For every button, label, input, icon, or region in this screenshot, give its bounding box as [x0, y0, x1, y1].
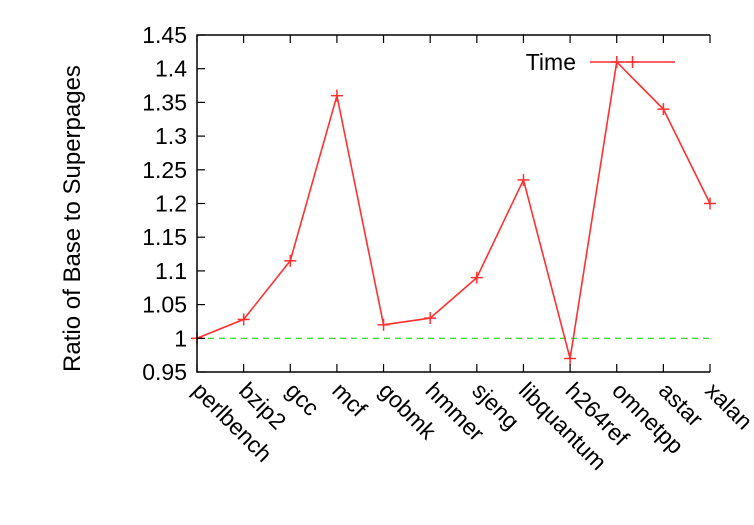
- axes-layer: [196, 34, 710, 373]
- data-point: [424, 312, 437, 325]
- x-tick-label: mcf: [327, 377, 372, 422]
- data-point: [284, 254, 297, 267]
- data-point: [330, 89, 343, 102]
- y-tick-label: 1: [174, 325, 187, 351]
- data-point: [704, 197, 716, 210]
- y-tick-label: 1.15: [142, 224, 187, 250]
- y-tick-label: 0.95: [142, 359, 187, 385]
- data-point: [470, 271, 483, 284]
- y-tick-label: 1.25: [142, 157, 187, 183]
- y-tick-label: 1.35: [142, 89, 187, 115]
- legend: Time: [526, 49, 675, 75]
- data-point: [657, 103, 670, 116]
- plot-frame: [196, 34, 710, 373]
- y-tick-layer: 0.95 1 1.05 1.1 1.15 1.2 1.25 1.3 1.35 1.4 1.45: [142, 22, 205, 385]
- data-point: [517, 173, 530, 186]
- y-tick-label: 1.05: [142, 292, 187, 318]
- y-tick-label: 1.45: [142, 22, 187, 48]
- y-tick-label: 1.1: [155, 258, 187, 284]
- series-line-layer: [191, 55, 716, 365]
- data-point: [237, 313, 250, 326]
- series-line-time: [196, 60, 711, 359]
- y-tick-label: 1.2: [155, 191, 187, 217]
- data-point: [564, 352, 577, 365]
- data-point: [377, 318, 390, 331]
- y-tick-label: 1.3: [155, 123, 187, 149]
- y-tick-label: 1.4: [155, 56, 187, 82]
- legend-label-time: Time: [526, 49, 576, 75]
- y-axis-label: Ratio of Base to Superpages: [59, 65, 86, 372]
- x-tick-label: xalan: [700, 377, 754, 434]
